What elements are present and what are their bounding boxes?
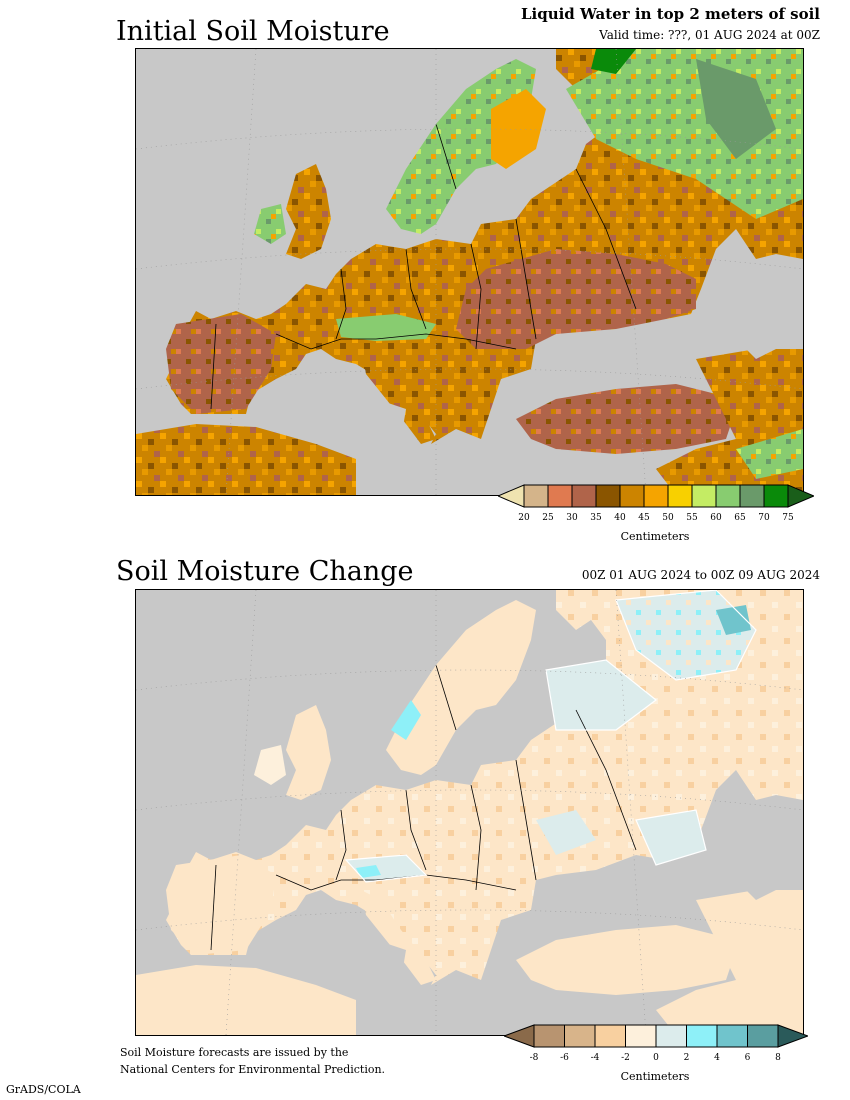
panel2-colorbar xyxy=(502,1023,810,1049)
colorbar-tick-label: 30 xyxy=(566,513,578,523)
tyrrhenian-sea xyxy=(371,940,406,980)
soil-moisture-change-map xyxy=(135,589,804,1036)
grads-credit: GrADS/COLA xyxy=(6,1083,81,1096)
colorbar-box xyxy=(547,484,573,508)
colorbar-right-arrow xyxy=(777,1024,810,1048)
colorbar-box xyxy=(533,1024,565,1048)
panel2-period: 00Z 01 AUG 2024 to 00Z 09 AUG 2024 xyxy=(581,568,820,582)
colorbar-left-arrow xyxy=(502,1024,535,1048)
colorbar-tick-label: 55 xyxy=(686,513,698,523)
colorbar-tick-label: 45 xyxy=(638,513,650,523)
panel1-header-right: Liquid Water in top 2 meters of soil xyxy=(520,5,820,23)
black-sea xyxy=(531,880,656,935)
colorbar-box xyxy=(595,484,621,508)
colorbar-tick-label: -2 xyxy=(621,1053,630,1063)
panel2-title: Soil Moisture Change xyxy=(116,556,414,587)
panel1-valid-time: Valid time: ???, 01 AUG 2024 at 00Z xyxy=(599,28,820,42)
panel2-colorbar-ticks: -8 -6 -4 -2 0 2 4 6 8 xyxy=(0,1053,850,1065)
colorbar-box xyxy=(594,1024,626,1048)
caspian-sea xyxy=(706,279,776,359)
panel1-colorbar-unit: Centimeters xyxy=(620,530,690,543)
colorbar-box xyxy=(625,1024,657,1048)
colorbar-left-arrow xyxy=(496,484,525,508)
soil-moisture-map-svg xyxy=(136,49,803,495)
colorbar-box xyxy=(763,484,789,508)
black-sea xyxy=(531,339,656,394)
colorbar-box xyxy=(691,484,717,508)
colorbar-tick-label: 70 xyxy=(758,513,770,523)
colorbar-tick-label: 6 xyxy=(744,1053,751,1063)
colorbar-tick-label: 40 xyxy=(614,513,626,523)
colorbar-box xyxy=(643,484,669,508)
forecast-note-line2: National Centers for Environmental Predi… xyxy=(120,1063,386,1076)
forecast-note-line1: Soil Moisture forecasts are issued by th… xyxy=(120,1046,349,1059)
colorbar-tick-label: 75 xyxy=(782,513,794,523)
colorbar-tick-label: 2 xyxy=(683,1053,690,1063)
panel1-colorbar-ticks: 20 25 30 35 40 45 50 55 60 65 70 75 xyxy=(0,513,850,525)
forecast-note: Soil Moisture forecasts are issued by th… xyxy=(120,1044,385,1078)
colorbar-box xyxy=(715,484,741,508)
colorbar-tick-label: 35 xyxy=(590,513,602,523)
soil-moisture-map xyxy=(135,48,804,496)
tyrrhenian-sea xyxy=(371,399,406,439)
colorbar-right-arrow xyxy=(787,484,816,508)
colorbar-tick-label: 20 xyxy=(518,513,530,523)
colorbar-tick-label: 50 xyxy=(662,513,674,523)
colorbar-tick-label: -4 xyxy=(590,1053,600,1063)
land-masses xyxy=(136,49,803,495)
country-borders xyxy=(210,123,637,410)
colorbar-tick-label: 0 xyxy=(653,1053,659,1063)
colorbar-box xyxy=(523,484,549,508)
baltic-sea xyxy=(446,710,501,760)
colorbar-box xyxy=(619,484,645,508)
colorbar-box xyxy=(571,484,597,508)
panel2-colorbar-unit: Centimeters xyxy=(620,1070,690,1083)
colorbar-box xyxy=(667,484,693,508)
colorbar-tick-label: 8 xyxy=(775,1053,781,1063)
graticule xyxy=(136,590,803,1035)
colorbar-box xyxy=(686,1024,718,1048)
colorbar-box xyxy=(655,1024,687,1048)
soil-moisture-change-map-svg xyxy=(136,590,803,1035)
baltic-sea xyxy=(446,169,501,219)
panel1-colorbar xyxy=(496,483,816,509)
colorbar-tick-label: 65 xyxy=(734,513,746,523)
colorbar-box xyxy=(716,1024,748,1048)
panel1-colorbar-svg xyxy=(496,484,816,508)
colorbar-tick-label: -8 xyxy=(529,1053,539,1063)
panel2-colorbar-svg xyxy=(502,1024,810,1048)
caspian-sea xyxy=(706,820,776,900)
colorbar-box xyxy=(747,1024,779,1048)
colorbar-tick-label: 4 xyxy=(714,1053,720,1063)
colorbar-tick-label: 60 xyxy=(710,513,722,523)
colorbar-tick-label: -6 xyxy=(560,1053,569,1063)
panel1-title: Initial Soil Moisture xyxy=(116,16,390,47)
zero-contour-lines xyxy=(344,590,757,883)
colorbar-box xyxy=(564,1024,596,1048)
colorbar-tick-label: 25 xyxy=(542,513,554,523)
land-masses xyxy=(136,590,803,1035)
colorbar-box xyxy=(739,484,765,508)
